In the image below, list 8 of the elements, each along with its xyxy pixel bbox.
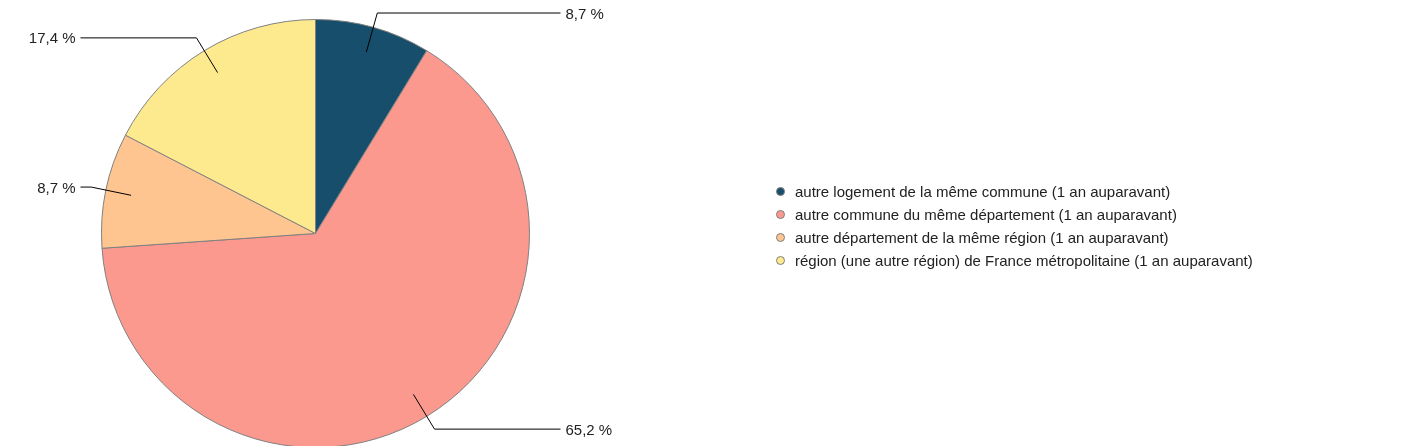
data-label: 8,7 % (565, 4, 604, 22)
legend-label: autre logement de la même commune (1 an auparavant) (795, 181, 1171, 201)
data-label: 8,7 % (37, 178, 76, 196)
legend-label: autre commune du même département (1 an auparavant) (795, 204, 1177, 224)
data-label: 65,2 % (565, 420, 613, 438)
data-label: 17,4 % (28, 29, 76, 47)
legend-label: autre département de la même région (1 an auparavant) (795, 227, 1169, 247)
legend-label: région (une autre région) de France métropolitaine (1 an auparavant) (795, 250, 1253, 270)
